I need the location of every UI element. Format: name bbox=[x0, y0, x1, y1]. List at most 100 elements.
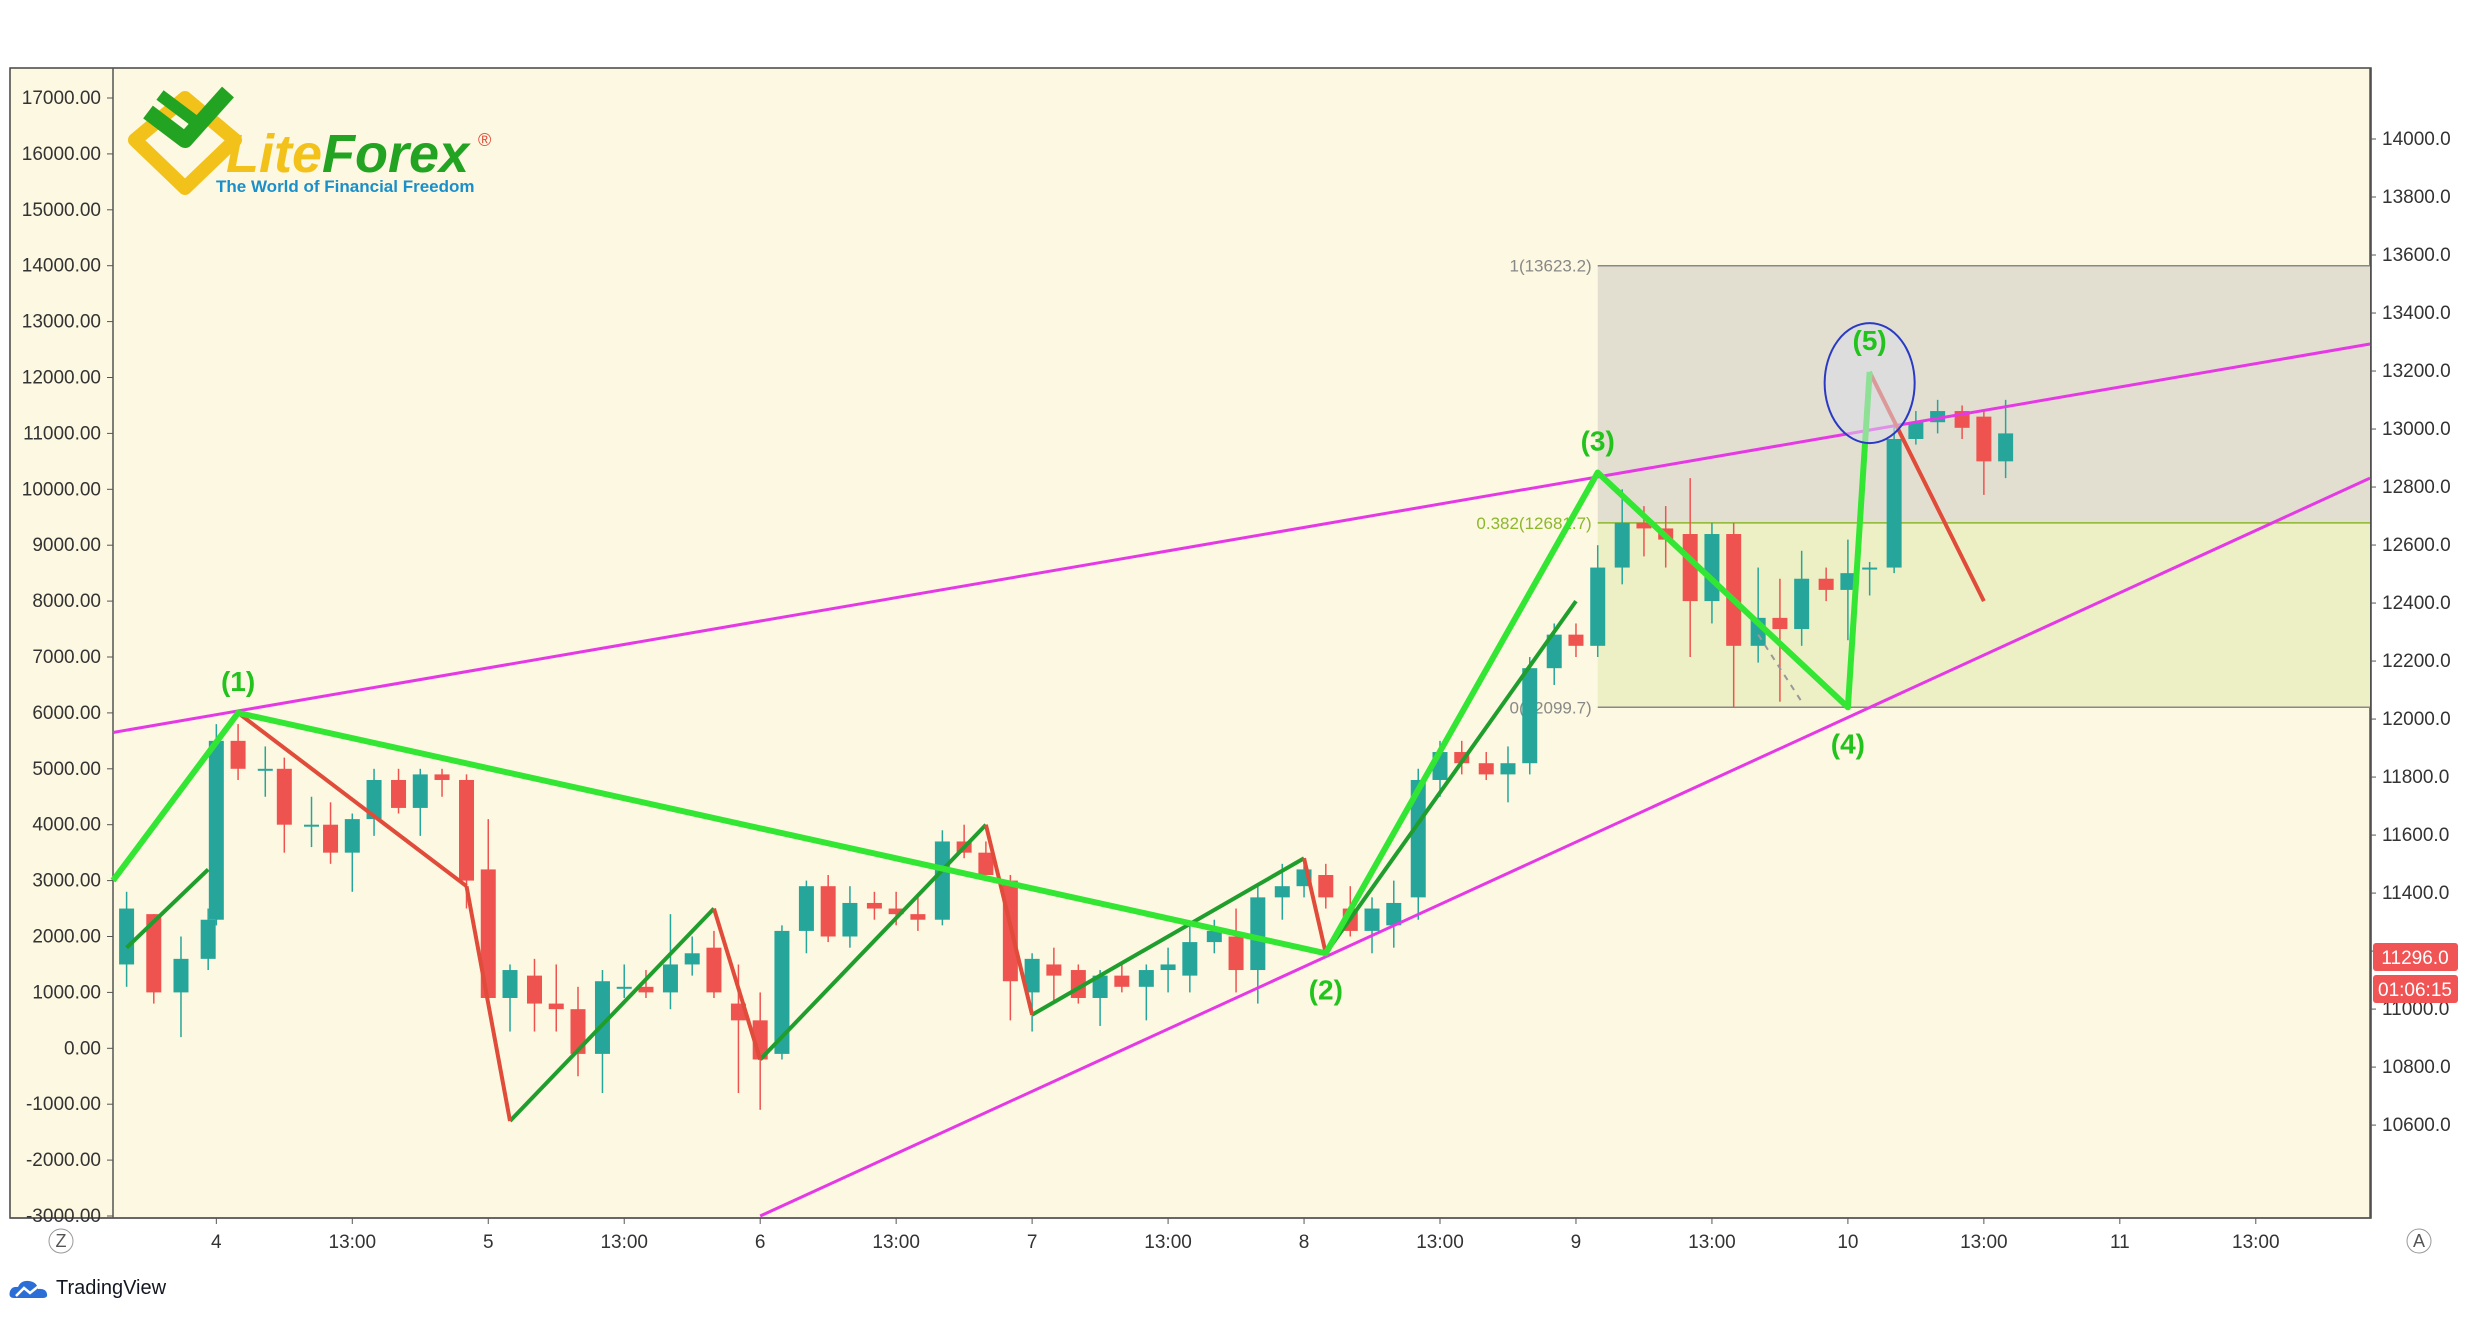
candle-body bbox=[304, 824, 320, 827]
candle-44 bbox=[1114, 964, 1130, 993]
left-price-axis[interactable]: 17000.00 16000.00 15000.00 14000.00 13000.00… bbox=[22, 88, 113, 1227]
candle-23 bbox=[638, 970, 654, 998]
subwave-down-0 bbox=[236, 711, 468, 888]
candle-38 bbox=[978, 841, 994, 876]
candle-body bbox=[1908, 422, 1924, 439]
corner-button-left[interactable]: Z bbox=[48, 1228, 74, 1254]
candle-body bbox=[526, 975, 542, 1004]
candle-47 bbox=[1182, 925, 1198, 993]
right-tick-label-4: 13200.0 bbox=[2382, 361, 2451, 382]
candle-51 bbox=[1274, 863, 1290, 920]
candle-body bbox=[1182, 942, 1198, 976]
candle-26 bbox=[706, 930, 722, 998]
right-price-axis[interactable]: 14000.0 13800.0 13600.0 13400.0 13200.0 13000… bbox=[2370, 129, 2451, 1136]
candle-62 bbox=[1522, 657, 1538, 775]
candle-0 bbox=[119, 891, 135, 987]
candle-40 bbox=[1024, 953, 1040, 1032]
last-price-tag-bg bbox=[2373, 943, 2458, 971]
candle-body bbox=[480, 869, 496, 998]
candle-69 bbox=[1682, 478, 1698, 657]
candle-body bbox=[1930, 411, 1946, 423]
candle-body bbox=[1636, 522, 1652, 529]
x-tick-label-4: 6 bbox=[755, 1232, 766, 1253]
right-tick-label-0: 14000.0 bbox=[2382, 129, 2451, 150]
candle-body bbox=[173, 958, 189, 993]
subwave-up-1 bbox=[508, 907, 716, 1123]
candle-body bbox=[459, 779, 475, 881]
candle-60 bbox=[1478, 752, 1494, 780]
candle-body bbox=[1206, 930, 1222, 943]
corner-right-circle[interactable] bbox=[2406, 1228, 2432, 1254]
candle-3 bbox=[200, 908, 216, 971]
left-tick-label-10: 7000.00 bbox=[32, 647, 101, 668]
wave-label-1: (1) bbox=[221, 666, 255, 697]
logo-lite: Lite bbox=[226, 124, 322, 184]
candle-body bbox=[774, 930, 790, 1054]
wave-lines bbox=[110, 322, 2371, 1218]
candle-body bbox=[662, 964, 678, 993]
x-tick-label-15: 13:00 bbox=[2232, 1232, 2280, 1253]
left-tick-label-5: 12000.00 bbox=[22, 368, 101, 389]
candle-body bbox=[1998, 433, 2014, 462]
right-tick-label-17: 10600.0 bbox=[2382, 1115, 2451, 1136]
corner-button-right[interactable]: A bbox=[2406, 1228, 2432, 1254]
wave-label-2: (2) bbox=[1309, 974, 1343, 1005]
logo-wordmark: LiteForex bbox=[226, 124, 471, 184]
logo-tagline: The World of Financial Freedom bbox=[216, 177, 475, 196]
candle-19 bbox=[548, 964, 564, 1032]
right-tick-label-3: 13400.0 bbox=[2382, 303, 2451, 324]
candle-25 bbox=[684, 936, 700, 976]
candle-20 bbox=[570, 986, 586, 1077]
candle-body bbox=[978, 852, 994, 876]
candle-18 bbox=[526, 958, 542, 1032]
candle-79 bbox=[1908, 411, 1924, 445]
left-tick-label-3: 14000.00 bbox=[22, 256, 101, 277]
candle-body bbox=[1500, 763, 1516, 775]
candle-46 bbox=[1160, 947, 1176, 993]
candle-55 bbox=[1364, 897, 1380, 954]
right-tick-label-12: 11600.0 bbox=[2382, 825, 2449, 846]
candle-83 bbox=[1998, 399, 2014, 479]
candle-45 bbox=[1138, 964, 1154, 1021]
corner-left-circle[interactable] bbox=[48, 1228, 74, 1254]
left-tick-label-8: 9000.00 bbox=[32, 535, 101, 556]
candle-30 bbox=[798, 880, 814, 954]
left-tick-label-11: 6000.00 bbox=[32, 703, 101, 724]
candle-body bbox=[1228, 936, 1244, 971]
candle-body bbox=[1250, 897, 1266, 971]
candle-body bbox=[1046, 964, 1062, 976]
main-wave-line bbox=[110, 371, 1873, 957]
right-tick-label-6: 12800.0 bbox=[2382, 477, 2451, 498]
price-tag-last: 11296.0 01:06:15 bbox=[2373, 943, 2458, 1003]
corner-right-label[interactable]: A bbox=[2413, 1231, 2425, 1251]
tradingview-footer[interactable]: TradingView bbox=[8, 1277, 166, 1300]
left-tick-label-9: 8000.00 bbox=[32, 591, 101, 612]
x-tick-label-14: 11 bbox=[2110, 1232, 2130, 1253]
candle-body bbox=[1114, 975, 1130, 987]
candle-body bbox=[616, 986, 632, 989]
left-tick-label-6: 11000.00 bbox=[23, 423, 101, 444]
candle-11 bbox=[366, 768, 382, 836]
wave-labels: (1) (2) (3) (4) (5) bbox=[221, 325, 1887, 1005]
x-tick-label-10: 9 bbox=[1571, 1232, 1582, 1253]
candle-body bbox=[798, 886, 814, 931]
candle-body bbox=[548, 1003, 564, 1010]
subwave-up-2 bbox=[758, 823, 988, 1061]
candle-21 bbox=[594, 970, 610, 1094]
fib-level-label-2: 0(12099.7) bbox=[1509, 698, 1591, 717]
time-axis[interactable]: 4 13:00 5 13:00 6 13:00 7 13:00 8 13:00 9 13:00 10 13… bbox=[211, 1218, 2280, 1253]
right-tick-label-2: 13600.0 bbox=[2382, 245, 2451, 266]
candle-body bbox=[1590, 567, 1606, 646]
subwave-up-4 bbox=[1324, 599, 1578, 955]
corner-left-label[interactable]: Z bbox=[56, 1231, 67, 1251]
subwave-down-1 bbox=[464, 885, 512, 1122]
candle-24 bbox=[662, 914, 678, 1010]
candle-body bbox=[1478, 763, 1494, 775]
tradingview-text: TradingView bbox=[56, 1277, 167, 1299]
candle-body bbox=[1840, 573, 1856, 590]
candle-59 bbox=[1454, 740, 1470, 775]
left-tick-label-14: 3000.00 bbox=[32, 871, 101, 892]
candle-2 bbox=[173, 936, 189, 1038]
candle-41 bbox=[1046, 947, 1062, 1004]
